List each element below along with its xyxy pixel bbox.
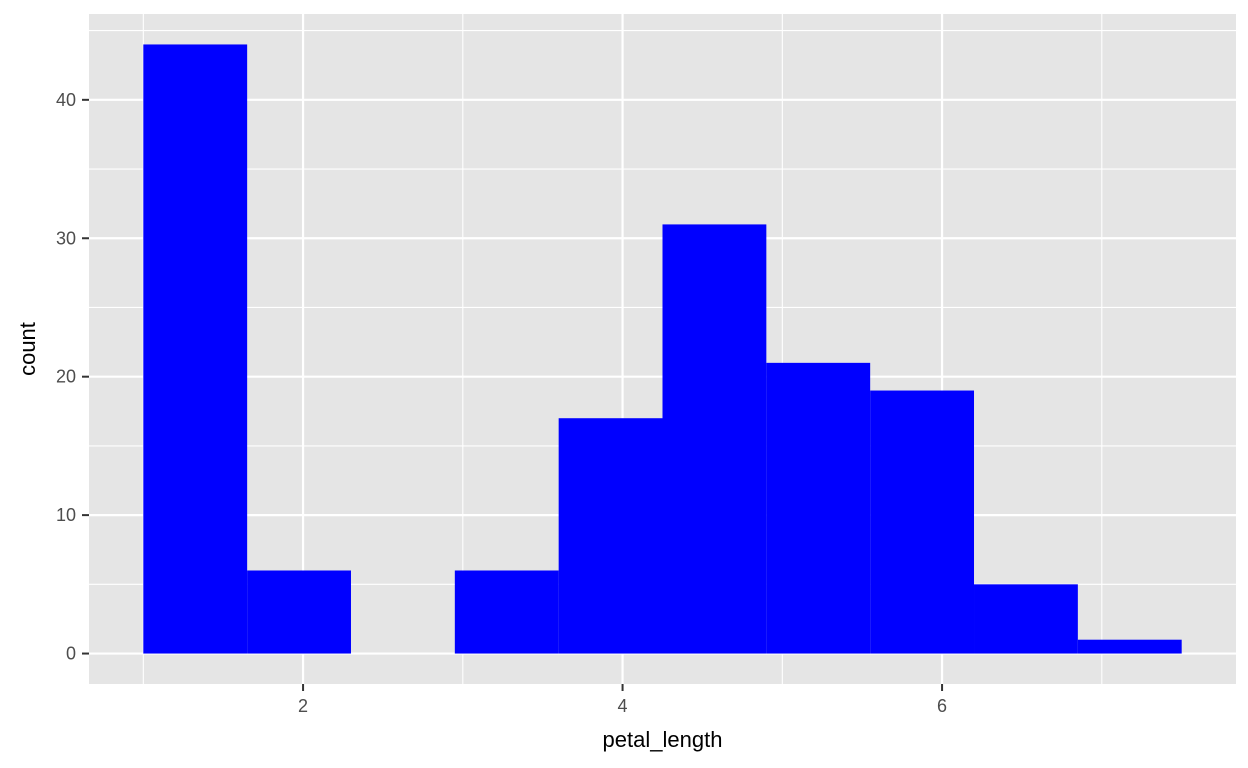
y-tick-label: 10 [56, 505, 76, 525]
y-tick-label: 30 [56, 228, 76, 248]
histogram-bar-5 [558, 418, 663, 654]
y-axis-title: count [15, 322, 40, 376]
histogram-bars [143, 44, 1182, 654]
y-tick-label: 40 [56, 90, 76, 110]
histogram-bar-8 [870, 390, 975, 654]
x-tick-label: 2 [298, 696, 308, 716]
histogram-bar-1 [143, 44, 248, 654]
y-tick-label: 20 [56, 367, 76, 387]
y-tick-label: 0 [66, 644, 76, 664]
y-axis: 0 10 20 30 40 [56, 90, 89, 664]
histogram-bar-6 [662, 224, 767, 654]
histogram-bar-4 [454, 570, 559, 654]
histogram-bar-10 [1077, 639, 1182, 654]
histogram-bar-7 [766, 362, 871, 654]
x-axis: 2 4 6 [298, 684, 947, 716]
histogram-bar-9 [974, 584, 1078, 654]
x-tick-label: 6 [937, 696, 947, 716]
histogram-bar-2 [247, 570, 351, 654]
x-axis-title: petal_length [603, 727, 723, 752]
x-tick-label: 4 [618, 696, 628, 716]
